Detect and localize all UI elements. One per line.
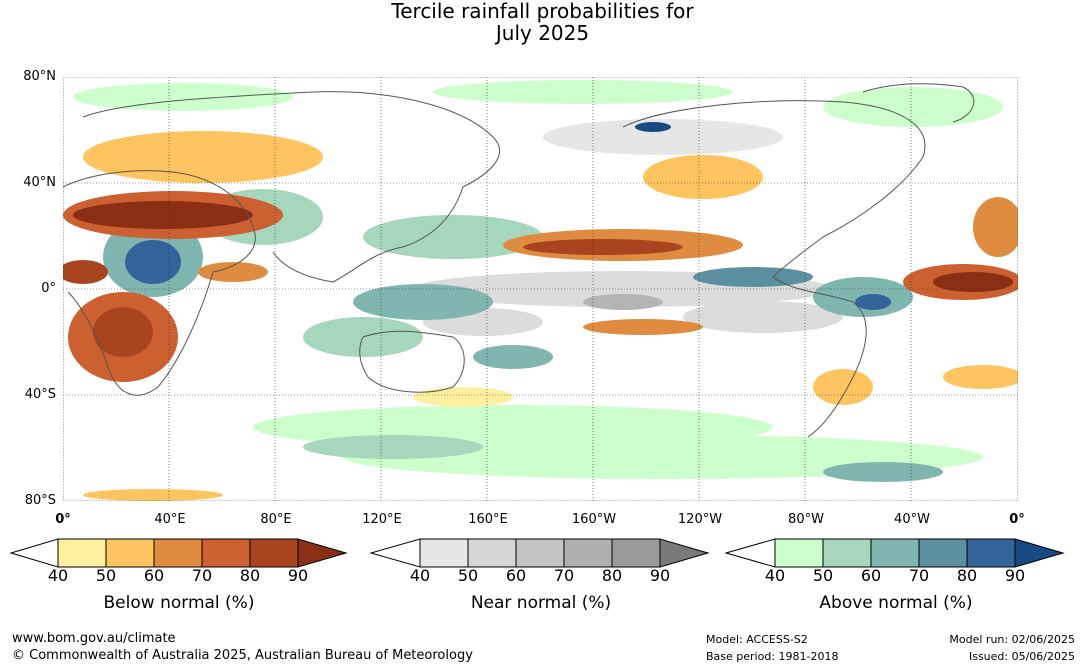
- below-normal-areas: [63, 131, 1018, 501]
- lat-label-40n: 40°N: [23, 175, 56, 190]
- colorbar-segment: [57, 538, 107, 568]
- above-normal-colorbar: [725, 538, 1065, 568]
- colorbar-segment: [870, 538, 920, 568]
- above-normal-areas: [73, 80, 1003, 482]
- lat-label-40s: 40°S: [24, 387, 56, 402]
- tick-label: 90: [287, 566, 309, 585]
- colorbar-segment: [419, 538, 469, 568]
- model-name: Model: ACCESS-S2: [706, 633, 808, 646]
- lon-label-40w: 40°W: [894, 512, 930, 527]
- tick-label: 80: [239, 566, 261, 585]
- tick-label: 60: [505, 566, 527, 585]
- tick-label: 90: [649, 566, 671, 585]
- lon-label-80e: 80°E: [260, 512, 292, 527]
- tick-label: 50: [95, 566, 117, 585]
- colorbar-segment: [201, 538, 251, 568]
- lon-label-80w: 80°W: [788, 512, 824, 527]
- colorbar-segment: [966, 538, 1016, 568]
- world-rainfall-map: [63, 77, 1018, 501]
- colorbar-segment: [153, 538, 203, 568]
- colorbar-segment: [563, 538, 613, 568]
- tick-label: 40: [409, 566, 431, 585]
- tick-label: 80: [956, 566, 978, 585]
- lon-label-0-right: 0°: [1009, 512, 1025, 527]
- colorbar-min-arrow: [10, 538, 59, 568]
- colorbar-segment: [822, 538, 872, 568]
- below-normal-legend-label: Below normal (%): [103, 593, 255, 613]
- tick-label: 70: [553, 566, 575, 585]
- tick-label: 40: [764, 566, 786, 585]
- tick-label: 60: [860, 566, 882, 585]
- lon-label-40e: 40°E: [154, 512, 186, 527]
- colorbar-max-arrow: [297, 538, 348, 568]
- lat-label-80s: 80°S: [24, 493, 56, 508]
- tick-label: 40: [47, 566, 69, 585]
- lon-label-160w: 160°W: [571, 512, 617, 527]
- colorbar-max-arrow: [659, 538, 710, 568]
- lon-label-160e: 160°E: [468, 512, 508, 527]
- website-link[interactable]: www.bom.gov.au/climate: [12, 631, 176, 646]
- tick-label: 70: [908, 566, 930, 585]
- below-normal-colorbar: [10, 538, 348, 568]
- lat-label-0: 0°: [41, 281, 56, 296]
- near-normal-legend-label: Near normal (%): [470, 593, 612, 613]
- colorbar-max-arrow: [1014, 538, 1065, 568]
- model-run-date: Model run: 02/06/2025: [949, 633, 1075, 646]
- above-normal-legend-label: Above normal (%): [819, 593, 973, 613]
- colorbar-segment: [774, 538, 824, 568]
- lon-label-120w: 120°W: [677, 512, 723, 527]
- copyright-text: © Commonwealth of Australia 2025, Austra…: [12, 648, 473, 663]
- colorbar-segment: [611, 538, 661, 568]
- tick-label: 90: [1004, 566, 1026, 585]
- colorbar-min-arrow: [370, 538, 421, 568]
- tick-label: 60: [143, 566, 165, 585]
- lat-label-80n: 80°N: [23, 69, 56, 84]
- tick-label: 80: [601, 566, 623, 585]
- issued-date: Issued: 05/06/2025: [968, 650, 1075, 663]
- map-title-line-2: July 2025: [495, 21, 590, 45]
- coastlines: [63, 83, 975, 438]
- map-title-line-1: Tercile rainfall probabilities for: [391, 0, 694, 23]
- lon-label-120e: 120°E: [362, 512, 402, 527]
- base-period: Base period: 1981-2018: [706, 650, 839, 663]
- tick-label: 50: [812, 566, 834, 585]
- near-normal-colorbar: [370, 538, 710, 568]
- colorbar-min-arrow: [725, 538, 776, 568]
- colorbar-segment: [467, 538, 517, 568]
- lon-label-0-left: 0°: [55, 512, 71, 527]
- colorbar-segment: [918, 538, 968, 568]
- colorbar-segment: [105, 538, 155, 568]
- colorbar-segment: [249, 538, 299, 568]
- tick-label: 50: [457, 566, 479, 585]
- graticule: [63, 77, 1018, 501]
- colorbar-segment: [515, 538, 565, 568]
- tick-label: 70: [191, 566, 213, 585]
